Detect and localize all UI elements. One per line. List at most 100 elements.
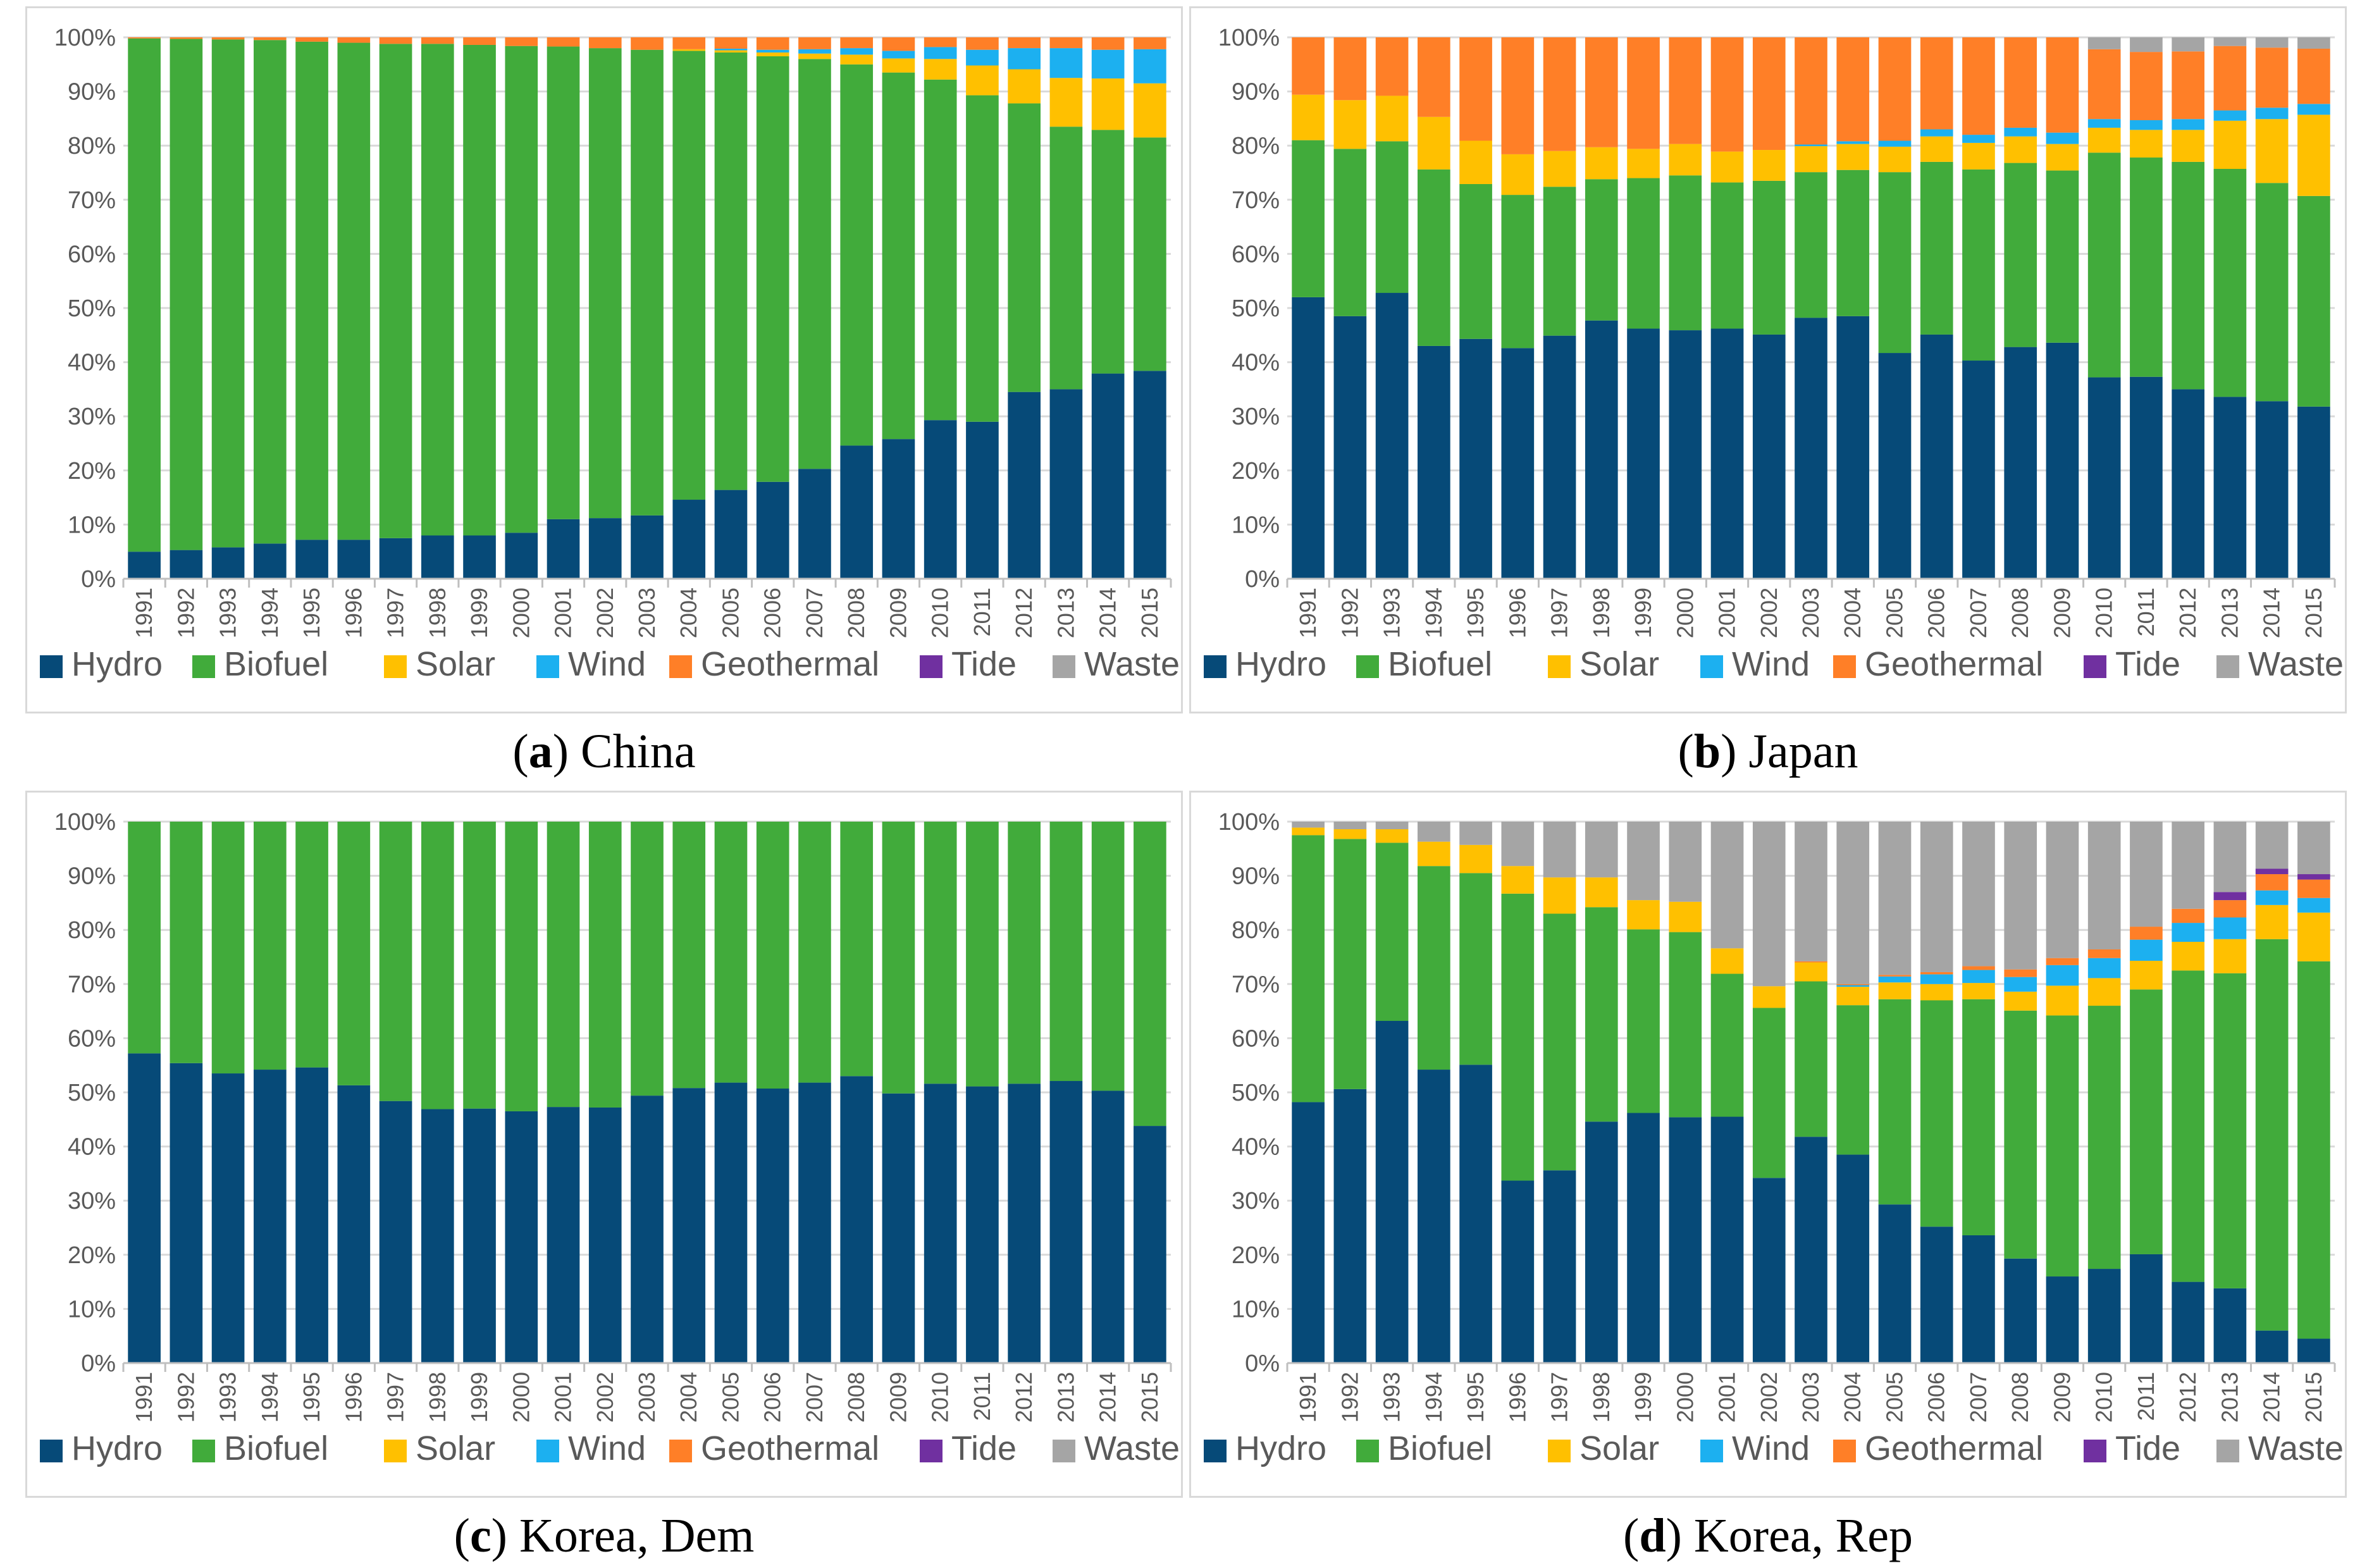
- bar-segment-solar: [2297, 114, 2330, 196]
- bar-segment-geothermal: [1292, 37, 1325, 95]
- x-tick-label: 2003: [1798, 1372, 1824, 1423]
- y-tick-label: 10%: [68, 512, 116, 538]
- bar-segment-waste: [2130, 37, 2163, 52]
- bar-segment-hydro: [1008, 392, 1041, 579]
- legend: Hydro Biofuel Solar Wind Geothermal Tide Waste: [1204, 1429, 2344, 1467]
- y-tick-label: 0%: [81, 566, 116, 593]
- x-tick-label: 2002: [1756, 588, 1782, 638]
- bar-segment-hydro: [2087, 377, 2121, 579]
- bar-segment-geothermal: [1134, 37, 1166, 49]
- bar-segment-hydro: [1091, 1090, 1125, 1363]
- x-tick-label: 1995: [1462, 588, 1488, 638]
- bar-segment-biofuel: [1459, 183, 1492, 339]
- bar-segment-solar: [2213, 939, 2247, 973]
- bar-segment-hydro: [1292, 1102, 1325, 1363]
- bar-segment-wind: [1008, 48, 1041, 70]
- legend-label-biofuel: Biofuel: [224, 1429, 328, 1467]
- bar-segment-geothermal: [1962, 966, 1995, 970]
- bar-segment-hydro: [1333, 316, 1367, 579]
- bar-segment-hydro: [924, 1083, 957, 1363]
- bar-segment-hydro: [2255, 1330, 2289, 1363]
- x-tick-label: 1997: [1547, 1372, 1573, 1423]
- bar-segment-hydro: [2130, 376, 2163, 579]
- bar-segment-biofuel: [1920, 1000, 1953, 1227]
- x-tick-label: 2006: [1924, 1372, 1950, 1423]
- y-tick-label: 70%: [1232, 187, 1280, 214]
- bar-segment-solar: [2255, 904, 2289, 939]
- bar-segment-geothermal: [1836, 37, 1870, 142]
- x-tick-label: 2012: [2175, 1372, 2201, 1423]
- bar-segment-solar: [1585, 147, 1618, 180]
- bar-segment-wind: [2004, 127, 2037, 137]
- bar-segment-biofuel: [1049, 822, 1083, 1082]
- bar-segment-biofuel: [924, 822, 957, 1084]
- x-tick-label: 1992: [1337, 1372, 1363, 1423]
- chart-frame-b: 0% 10% 20% 30% 40% 50% 60% 70% 80% 90% 100% 1991 199…: [1189, 6, 2347, 713]
- bar-segment-hydro: [2297, 406, 2330, 579]
- bar-segment-waste: [2172, 37, 2204, 52]
- y-tick-label: 80%: [68, 917, 116, 944]
- bar-segment-geothermal: [1795, 37, 1827, 145]
- bar-segment-biofuel: [840, 64, 874, 446]
- bar-segment-hydro: [1627, 1113, 1660, 1363]
- bar-segment-hydro: [1836, 316, 1870, 579]
- y-tick-label: 20%: [1232, 1242, 1280, 1269]
- bar-segment-hydro: [1585, 320, 1618, 579]
- bar-segment-biofuel: [2004, 1010, 2037, 1259]
- bar-segment-biofuel: [463, 44, 496, 536]
- bar-segment-hydro: [170, 1063, 203, 1363]
- bar-segment-geothermal: [1795, 961, 1827, 963]
- x-tick-label: 1996: [340, 588, 366, 638]
- bar-segment-geothermal: [505, 37, 538, 46]
- bar-segment-hydro: [1878, 353, 1912, 579]
- x-tick-label: 2006: [760, 1372, 786, 1423]
- x-tick-label: 2003: [1798, 588, 1824, 638]
- x-tick-label: 1991: [131, 588, 157, 638]
- bar-segment-solar: [966, 65, 999, 96]
- bar-segment-waste: [1962, 822, 1995, 966]
- bar-segment-waste: [1710, 822, 1744, 949]
- bar-segment-hydro: [1836, 1154, 1870, 1363]
- x-tick-label: 2003: [634, 1372, 660, 1423]
- panel-d: 0% 10% 20% 30% 40% 50% 60% 70% 80% 90% 100% 1991 199…: [1189, 791, 2347, 1562]
- legend-label-wind: Wind: [568, 645, 646, 683]
- legend-swatch-hydro: [40, 1440, 63, 1462]
- legend-swatch-tide: [2084, 655, 2106, 678]
- bar-segment-hydro: [1501, 1180, 1535, 1363]
- x-tick-label: 1999: [466, 588, 492, 638]
- bar-segment-hydro: [463, 1108, 496, 1363]
- bar-segment-solar: [1418, 841, 1450, 867]
- x-tick-label: 1993: [215, 1372, 241, 1423]
- bar-segment-hydro: [1962, 1235, 1995, 1363]
- bar-segment-hydro: [2130, 1254, 2163, 1363]
- bar-segment-hydro: [714, 490, 748, 579]
- bar-segment-waste: [2255, 37, 2289, 48]
- panel-a: 0% 10% 20% 30% 40% 50% 60% 70% 80% 90% 100% 1991 199…: [25, 6, 1183, 778]
- bar-segment-geothermal: [1459, 37, 1492, 141]
- bar-segment-hydro: [2297, 1338, 2330, 1363]
- bar-segment-hydro: [1134, 371, 1166, 579]
- stacked-bar-chart-b: 0% 10% 20% 30% 40% 50% 60% 70% 80% 90% 100% 1991 199…: [1204, 25, 2344, 683]
- bar-segment-biofuel: [1585, 907, 1618, 1122]
- bar-segment-solar: [1543, 151, 1576, 187]
- chart-frame-c: 0% 10% 20% 30% 40% 50% 60% 70% 80% 90% 100% 1991 199…: [25, 791, 1183, 1498]
- caption-letter: d: [1639, 1509, 1666, 1562]
- bar-segment-biofuel: [2213, 973, 2247, 1288]
- bar-segment-solar: [1292, 94, 1325, 140]
- bar-segment-geothermal: [882, 37, 915, 51]
- y-tick-label: 60%: [68, 1025, 116, 1052]
- bar-segment-geothermal: [2046, 37, 2079, 133]
- bar-segment-geothermal: [1669, 37, 1702, 144]
- bar-segment-waste: [2087, 37, 2121, 49]
- legend-swatch-wind: [536, 1440, 559, 1462]
- bar-segment-hydro: [2172, 1281, 2204, 1363]
- bar-segment-solar: [2172, 130, 2204, 162]
- bar-segment-biofuel: [1962, 169, 1995, 361]
- bar-segment-waste: [1836, 822, 1870, 984]
- bar-segment-solar: [1920, 984, 1953, 1001]
- bar-segment-solar: [1585, 877, 1618, 908]
- bar-segment-wind: [1091, 49, 1125, 79]
- bar-segment-hydro: [966, 421, 999, 579]
- bar-segment-solar: [1627, 149, 1660, 178]
- x-tick-label: 1991: [131, 1372, 157, 1423]
